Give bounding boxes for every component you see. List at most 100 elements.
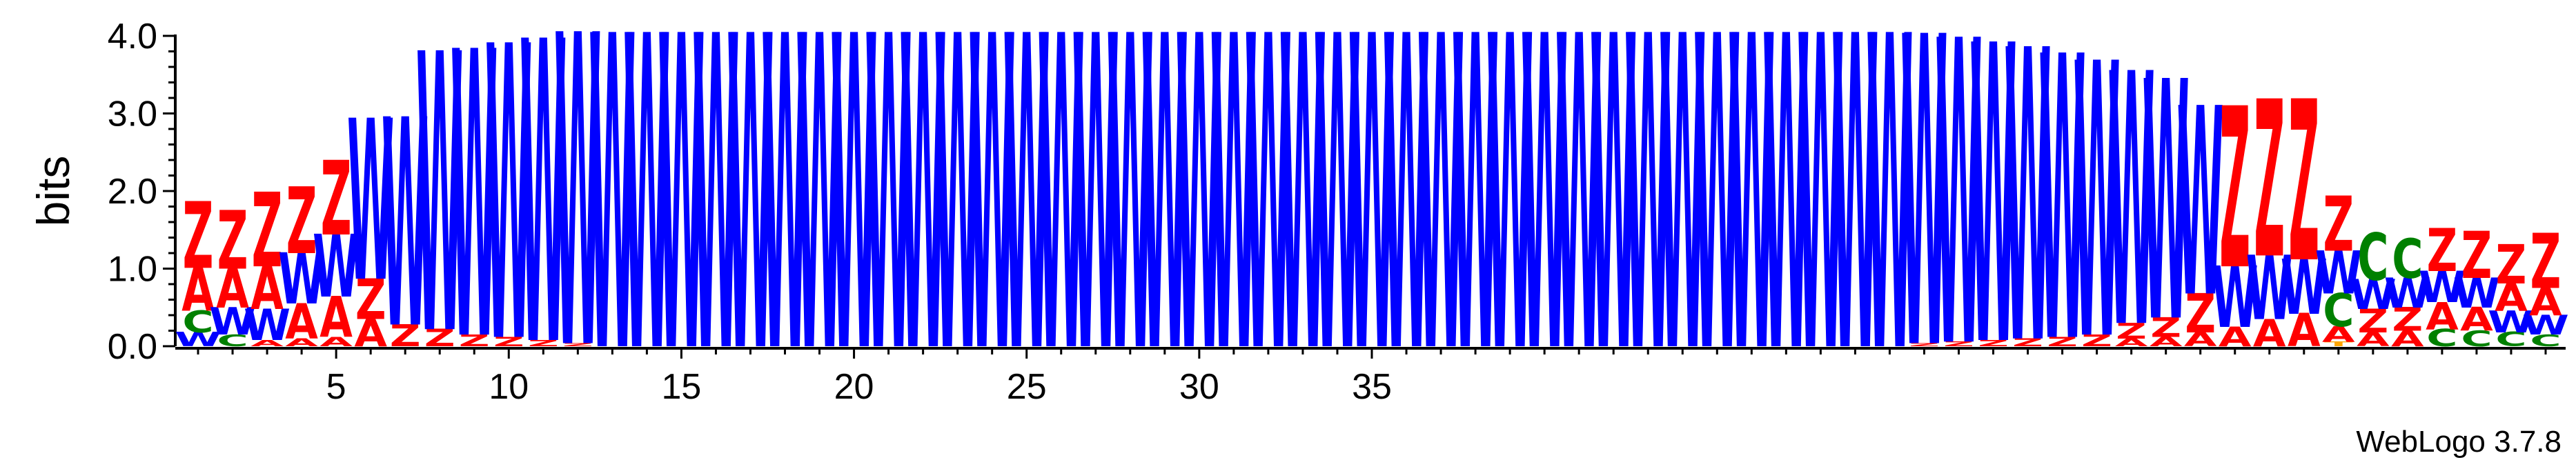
logo-stack: ZW bbox=[554, 0, 601, 444]
x-tick-label: 25 bbox=[1007, 367, 1047, 407]
logo-stack: AZW bbox=[2143, 14, 2190, 396]
logo-letter: W bbox=[520, 0, 567, 438]
logo-letter: W bbox=[1590, 0, 1637, 448]
x-tick-label: 30 bbox=[1179, 367, 1219, 407]
x-tick-label: 20 bbox=[834, 367, 874, 407]
logo-letter: W bbox=[2212, 248, 2259, 347]
logo-stack: AWZ bbox=[2212, 62, 2259, 353]
x-tick-label: 15 bbox=[661, 367, 701, 407]
logo-letter: Z bbox=[424, 324, 455, 352]
logo-letter: A bbox=[319, 334, 353, 350]
logo-letter: W bbox=[1728, 0, 1775, 448]
logo-stack: W bbox=[1486, 0, 1533, 448]
logo-letter: W bbox=[2177, 54, 2224, 354]
logo-letter: Z bbox=[321, 140, 352, 259]
logo-letter: A bbox=[2115, 336, 2148, 348]
logo-letter: C bbox=[217, 331, 248, 350]
y-tick-label: 4.0 bbox=[108, 17, 157, 57]
logo-letter: A bbox=[2288, 305, 2321, 357]
logo-letter: C bbox=[2426, 324, 2457, 352]
logo-letter: W bbox=[347, 74, 394, 331]
logo-letter: Z bbox=[2427, 217, 2458, 286]
logo-letter: W bbox=[244, 300, 291, 351]
logo-letter: W bbox=[1659, 0, 1706, 448]
logo-stack: W bbox=[1693, 0, 1740, 448]
logo-letter: Z bbox=[1909, 342, 1940, 347]
logo-letter: Z bbox=[355, 267, 386, 332]
logo-letter: W bbox=[831, 0, 878, 448]
logo-letter: W bbox=[1797, 0, 1844, 448]
logo-letter: A bbox=[2150, 334, 2183, 350]
logo-letter: W bbox=[1003, 0, 1050, 448]
logo-letter: W bbox=[692, 0, 739, 448]
logo-stack: W bbox=[831, 0, 878, 448]
logo-stack: W bbox=[1831, 0, 1878, 448]
logo-letter: W bbox=[1693, 0, 1740, 448]
logo-stack: W bbox=[1107, 0, 1154, 448]
logo-stack: ZW bbox=[1970, 0, 2017, 437]
logo-letter: Z bbox=[2323, 181, 2354, 269]
logo-letter: W bbox=[1107, 0, 1154, 448]
logo-stack: W bbox=[692, 0, 739, 448]
logo-letter: W bbox=[1176, 0, 1223, 448]
logo-letter: W bbox=[485, 0, 532, 433]
logo-letter: A bbox=[2219, 321, 2252, 352]
logo-stack: ZW bbox=[1901, 0, 1948, 444]
logo-letter: C bbox=[2495, 329, 2526, 351]
logo-stack: W bbox=[658, 0, 705, 448]
logo-letter: W bbox=[1624, 0, 1671, 448]
logo-letter: Z bbox=[252, 172, 283, 290]
logo-stack: AWZ bbox=[2281, 55, 2328, 357]
y-tick-label: 3.0 bbox=[108, 94, 157, 134]
logo-stacks: WCAZCWAZAWAZAAWZAAWZAZWZWZWZWZWZWZWWWWWW… bbox=[175, 0, 2569, 448]
logo-letter: W bbox=[1210, 0, 1257, 448]
logo-letter: Z bbox=[2116, 319, 2147, 343]
logo-letter: A bbox=[216, 258, 249, 321]
logo-letter: Z bbox=[2254, 57, 2285, 308]
logo-letter: C bbox=[2357, 219, 2388, 295]
logo-stack: W bbox=[1314, 0, 1361, 448]
logo-letter: C bbox=[2461, 326, 2492, 351]
logo-letter: A bbox=[2357, 329, 2390, 351]
logo-letter: W bbox=[554, 0, 601, 444]
logo-stack: W bbox=[1590, 0, 1637, 448]
logo-letter: Z bbox=[493, 334, 524, 350]
logo-letter: W bbox=[589, 0, 636, 448]
x-tick-label: 5 bbox=[326, 367, 346, 407]
logo-letter: W bbox=[1245, 0, 1292, 448]
logo-stack: ZW bbox=[485, 0, 532, 433]
logo-stack: W bbox=[1555, 0, 1602, 448]
logo-stack: W bbox=[1072, 0, 1119, 448]
logo-letter: A bbox=[2322, 321, 2355, 346]
logo-letter: W bbox=[278, 239, 325, 321]
logo-stack: ZW bbox=[382, 59, 429, 392]
logo-stack: W bbox=[1797, 0, 1844, 448]
logo-stack: ZW bbox=[2005, 0, 2052, 434]
y-tick-label: 0.0 bbox=[108, 327, 157, 367]
logo-stack: W bbox=[1452, 0, 1499, 448]
logo-stack: W bbox=[1624, 0, 1671, 448]
x-axis: 5 10 15 20 25 30 35 bbox=[175, 347, 2566, 407]
logo-letter: W bbox=[2419, 261, 2466, 312]
logo-stack: W bbox=[1866, 0, 1913, 448]
logo-letter: W bbox=[658, 0, 705, 448]
x-tick-label: 35 bbox=[1352, 367, 1392, 407]
logo-letter: Z bbox=[1978, 339, 2009, 348]
logo-letter: Z bbox=[2392, 301, 2423, 339]
logo-letter: W bbox=[2039, 0, 2086, 429]
logo-letter: W bbox=[1072, 0, 1119, 448]
logo-stack: W bbox=[865, 0, 912, 448]
logo-letter: Z bbox=[2358, 302, 2389, 340]
logo-letter: A bbox=[319, 285, 353, 350]
logo-letter: W bbox=[796, 0, 843, 448]
logo-stack: W bbox=[1762, 0, 1809, 448]
x-tick-label: 10 bbox=[489, 367, 529, 407]
logo-letter: C bbox=[2530, 331, 2561, 350]
y-tick-label: 1.0 bbox=[108, 250, 157, 290]
